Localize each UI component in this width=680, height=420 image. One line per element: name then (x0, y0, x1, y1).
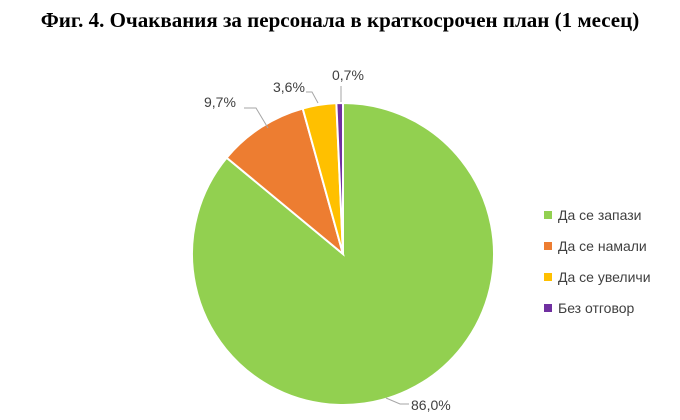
legend-label: Без отговор (558, 299, 635, 316)
legend-item-decrease: Да се намали (544, 230, 651, 261)
legend-swatch (544, 210, 552, 219)
legend-item-keep: Да се запази (544, 199, 651, 230)
chart-title: Фиг. 4. Очаквания за персонала в краткос… (40, 8, 640, 32)
legend-item-no-answer: Без отговор (544, 292, 651, 323)
legend-label: Да се увеличи (558, 268, 651, 285)
leader-line (244, 107, 269, 129)
legend-item-increase: Да се увеличи (544, 261, 651, 292)
data-label: 86,0% (411, 397, 451, 413)
legend: Да се запази Да се намали Да се увеличи … (544, 199, 651, 323)
legend-label: Да се запази (558, 206, 642, 223)
legend-swatch (544, 303, 552, 312)
leader-line (306, 91, 319, 104)
data-label: 0,7% (332, 67, 364, 83)
data-label: 3,6% (273, 79, 305, 95)
data-label: 9,7% (204, 94, 236, 110)
legend-label: Да се намали (558, 237, 647, 254)
slice-no-answer (335, 101, 344, 255)
legend-swatch (544, 272, 552, 281)
leader-line (385, 397, 409, 405)
slice-decrease (225, 107, 345, 257)
legend-swatch (544, 241, 552, 250)
slice-keep (191, 101, 495, 406)
